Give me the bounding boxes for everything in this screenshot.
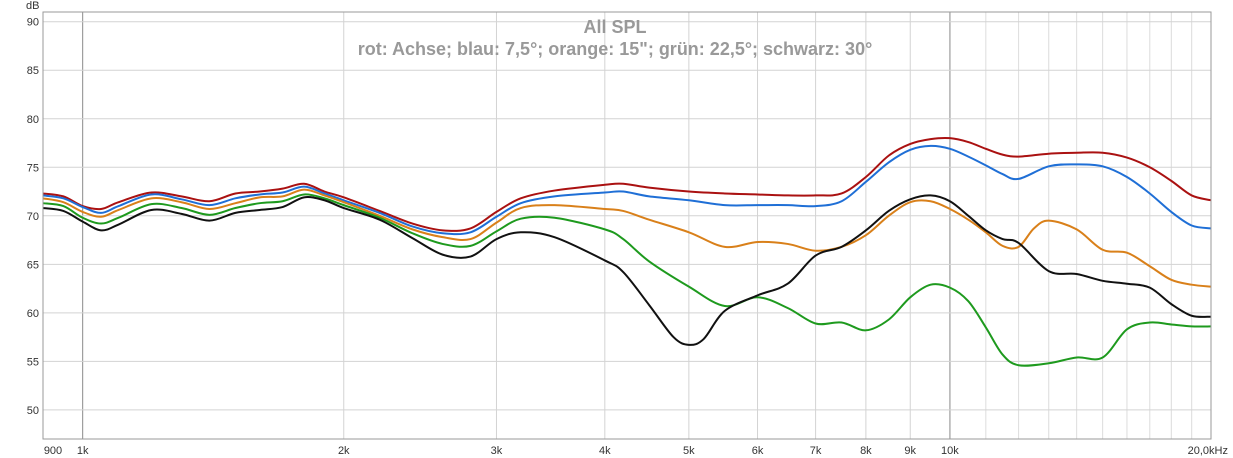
x-tick-label: 5k xyxy=(683,445,695,457)
series-group xyxy=(42,136,1212,367)
y-tick-label: 60 xyxy=(27,308,39,320)
x-tick-label: 900 xyxy=(44,445,62,457)
x-tick-label: 2k xyxy=(338,445,350,457)
x-tick-label: 3k xyxy=(491,445,503,457)
x-tick-label: 9k xyxy=(904,445,916,457)
y-tick-label: 70 xyxy=(27,211,39,223)
x-tick-label: 8k xyxy=(860,445,872,457)
series-line-5 xyxy=(42,194,1212,346)
y-tick-label: 85 xyxy=(27,65,39,77)
plot-area xyxy=(43,12,1211,439)
series-line-1 xyxy=(42,136,1212,232)
plot-frame xyxy=(42,11,1212,440)
x-tick-label: 6k xyxy=(752,445,764,457)
y-tick-label: 90 xyxy=(27,17,39,29)
tick-labels: 50 55 60 65 70 75 80 85 90 900 1k 2k 3k 4k 5k 6k 7k 8k 9k 1… xyxy=(27,17,1228,457)
y-tick-label: 55 xyxy=(27,356,39,368)
y-tick-label: 50 xyxy=(27,405,39,417)
chart-subtitle: rot: Achse; blau: 7,5°; orange: 15"; grü… xyxy=(358,39,873,59)
x-tick-label: 1k xyxy=(77,445,89,457)
y-tick-label: 80 xyxy=(27,114,39,126)
series-line-3 xyxy=(42,188,1212,288)
y-axis-label: dB xyxy=(26,0,39,12)
series-line-2 xyxy=(42,144,1212,236)
y-tick-label: 75 xyxy=(27,162,39,174)
series-line-4 xyxy=(42,193,1212,367)
x-tick-label: 7k xyxy=(810,445,822,457)
x-tick-label: 10k xyxy=(941,445,959,457)
x-tick-label: 4k xyxy=(599,445,611,457)
x-tick-label: 20,0kHz xyxy=(1188,445,1228,457)
y-tick-label: 65 xyxy=(27,259,39,271)
chart-title: All SPL xyxy=(583,17,646,37)
